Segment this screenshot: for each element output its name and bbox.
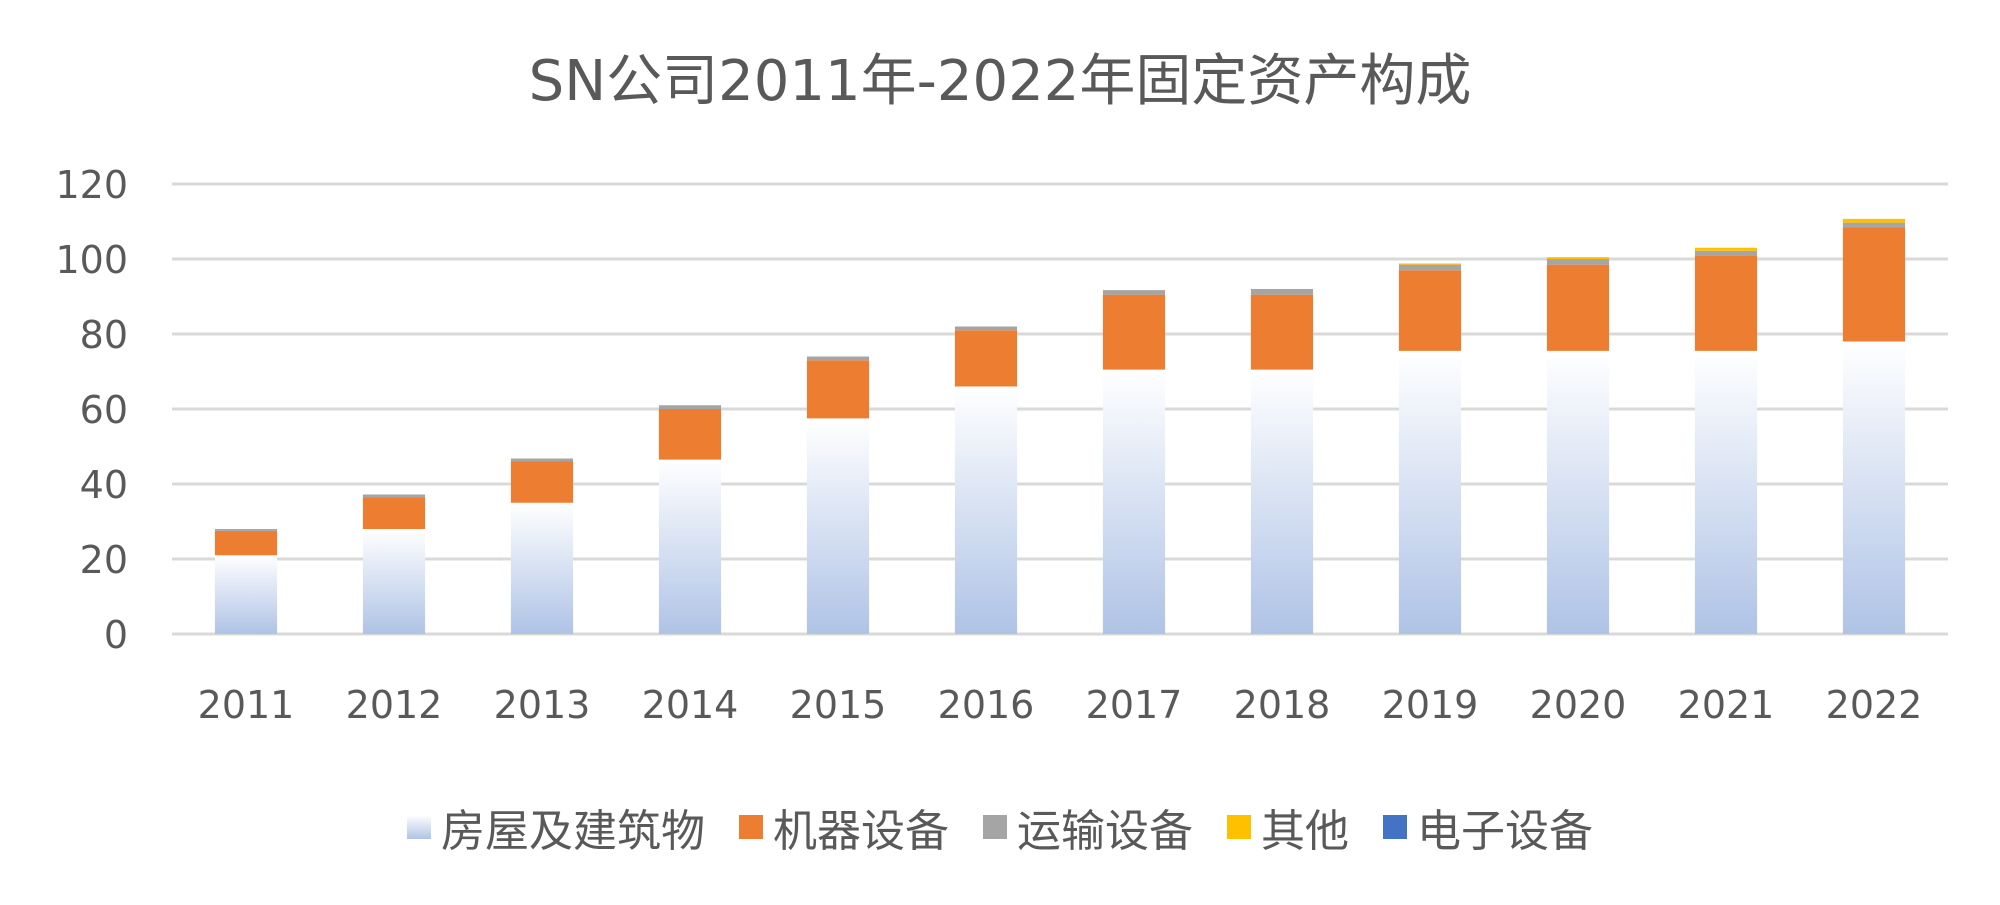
bar-segment <box>1398 263 1462 265</box>
bar-segment <box>658 409 722 460</box>
legend-label: 运输设备 <box>1017 806 1193 857</box>
bar-segment <box>1250 369 1314 634</box>
bar-segment <box>1546 257 1610 259</box>
x-axis-ticks: 2011 2012 2013 2014 2015 2016 2017 2018 2019 2020… <box>198 683 1923 727</box>
bar-segment <box>214 529 278 531</box>
x-tick-label: 2022 <box>1826 683 1923 727</box>
bar-segment <box>362 494 426 498</box>
bar-segment <box>806 360 870 419</box>
bar-segment <box>806 356 870 361</box>
legend-label: 机器设备 <box>773 806 949 857</box>
bar-segment <box>1842 341 1906 634</box>
bars <box>214 218 1906 634</box>
bar-segment <box>658 459 722 634</box>
y-tick-label: 100 <box>55 238 128 282</box>
bar-segment <box>954 386 1018 634</box>
x-tick-label: 2011 <box>198 683 295 727</box>
legend-item: 运输设备 <box>983 795 1193 859</box>
legend: 房屋及建筑物 机器设备 运输设备 其他 电子设备 <box>0 795 2000 859</box>
bar-segment <box>214 555 278 634</box>
x-tick-label: 2012 <box>346 683 443 727</box>
legend-label: 电子设备 <box>1417 806 1593 857</box>
y-tick-label: 80 <box>80 313 128 357</box>
bar-segment <box>1842 218 1906 223</box>
legend-item: 电子设备 <box>1383 795 1593 859</box>
bar-segment <box>1842 227 1906 342</box>
y-axis-ticks: 0 20 40 60 80 100 120 <box>55 163 128 657</box>
x-tick-label: 2015 <box>790 683 887 727</box>
x-tick-label: 2020 <box>1530 683 1627 727</box>
y-tick-label: 60 <box>80 388 128 432</box>
bar-segment <box>954 326 1018 331</box>
bar-segment <box>362 497 426 529</box>
bar-segment <box>1546 259 1610 265</box>
bar-segment <box>1694 350 1758 634</box>
bar-segment <box>214 530 278 556</box>
bar-segment <box>1842 222 1906 228</box>
bar-segment <box>510 502 574 634</box>
bar-segment <box>1546 350 1610 634</box>
legend-swatch <box>1383 815 1407 839</box>
bar-segment <box>658 405 722 409</box>
y-tick-label: 0 <box>104 613 128 657</box>
plot-area: 0 20 40 60 80 100 120 2011 2012 2013 2014 2015 2016… <box>55 163 1948 727</box>
bar-segment <box>362 529 426 634</box>
bar-segment <box>1694 250 1758 256</box>
x-tick-label: 2018 <box>1234 683 1331 727</box>
y-tick-label: 20 <box>80 538 128 582</box>
legend-item: 机器设备 <box>739 795 949 859</box>
gridlines <box>172 182 1948 636</box>
bar-segment <box>1250 294 1314 370</box>
bar-segment <box>510 461 574 503</box>
bar-segment <box>1398 264 1462 271</box>
bar-segment <box>1694 255 1758 351</box>
x-tick-label: 2021 <box>1678 683 1775 727</box>
x-tick-label: 2016 <box>938 683 1035 727</box>
legend-label: 其他 <box>1261 806 1349 857</box>
x-tick-label: 2019 <box>1382 683 1479 727</box>
x-tick-label: 2017 <box>1086 683 1183 727</box>
legend-item: 房屋及建筑物 <box>407 795 705 859</box>
x-tick-label: 2013 <box>494 683 591 727</box>
bar-segment <box>1694 247 1758 251</box>
legend-swatch <box>983 815 1007 839</box>
bar-segment <box>1102 369 1166 634</box>
y-tick-label: 40 <box>80 463 128 507</box>
x-tick-label: 2014 <box>642 683 739 727</box>
legend-label: 房屋及建筑物 <box>441 806 705 857</box>
bar-segment <box>510 458 574 462</box>
bar-segment <box>954 330 1018 387</box>
chart-title: SN公司2011年-2022年固定资产构成 <box>528 49 1472 114</box>
legend-swatch <box>739 815 763 839</box>
legend-swatch <box>407 815 431 839</box>
bar-segment <box>1102 290 1166 295</box>
bar-segment <box>1102 294 1166 370</box>
bar-segment <box>1398 350 1462 634</box>
bar-segment <box>1250 289 1314 295</box>
bar-segment <box>806 418 870 634</box>
legend-swatch <box>1227 815 1251 839</box>
bar-segment <box>1546 264 1610 351</box>
y-tick-label: 120 <box>55 163 128 207</box>
bar-segment <box>1398 270 1462 351</box>
legend-item: 其他 <box>1227 795 1349 859</box>
